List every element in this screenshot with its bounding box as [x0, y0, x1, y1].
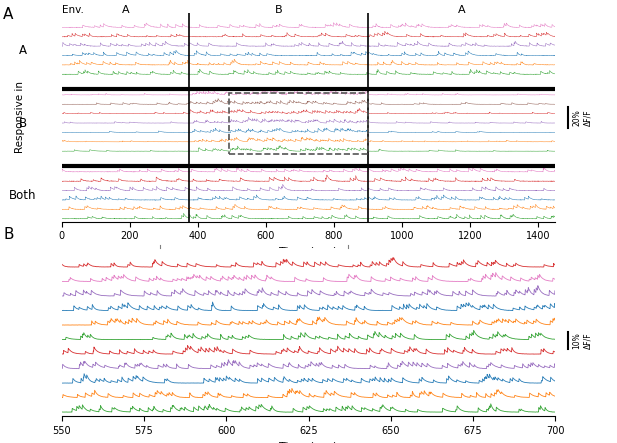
Text: B: B [275, 5, 283, 15]
Text: Env.: Env. [62, 5, 85, 15]
X-axis label: Time (sec): Time (sec) [280, 247, 337, 257]
Text: A: A [458, 5, 465, 15]
Text: A: A [122, 5, 129, 15]
Text: Both: Both [9, 189, 36, 202]
Text: A: A [3, 7, 14, 22]
Text: Responsive in: Responsive in [15, 82, 25, 153]
Text: 20%
ΔF/F: 20% ΔF/F [573, 109, 592, 126]
Text: 10%
ΔF/F: 10% ΔF/F [573, 332, 592, 349]
Text: B: B [3, 227, 14, 242]
Text: A: A [19, 44, 27, 57]
X-axis label: Time (sec): Time (sec) [280, 442, 337, 443]
Text: B: B [19, 117, 27, 129]
Bar [228, 93, 368, 154]
